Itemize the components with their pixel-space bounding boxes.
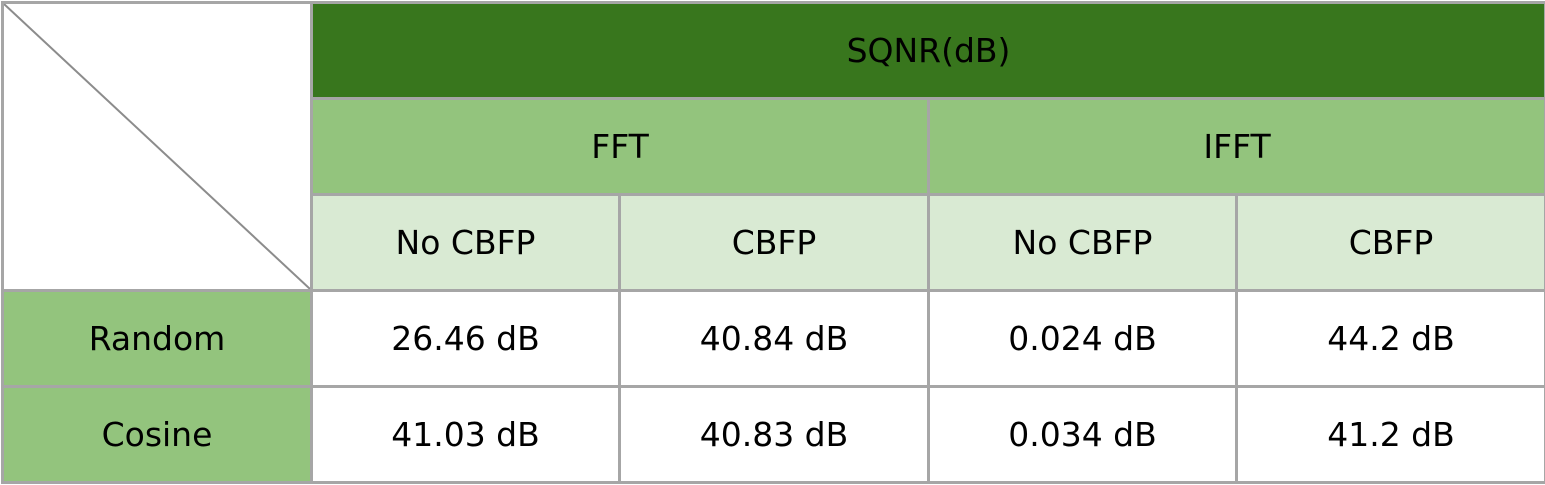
diagonal-divider (4, 4, 310, 289)
group-header-fft: FFT (310, 97, 930, 196)
sub-header-ifft-no-cbfp: No CBFP (927, 193, 1238, 292)
table-cell: 40.84 dB (618, 289, 930, 388)
sub-header-fft-no-cbfp: No CBFP (310, 193, 621, 292)
table-title: SQNR(dB) (310, 1, 1545, 100)
row-header-cosine: Cosine (1, 385, 313, 484)
table-cell: 41.03 dB (310, 385, 621, 484)
header-row-groups: FFT IFFT (3, 97, 1545, 196)
table-row: Random 26.46 dB 40.84 dB 0.024 dB 44.2 d… (1, 289, 1545, 388)
corner-cell (1, 1, 313, 292)
row-header-random: Random (1, 289, 313, 388)
table-cell: 26.46 dB (310, 289, 621, 388)
header-row-subs: No CBFP CBFP No CBFP CBFP (3, 193, 1545, 292)
table-cell: 41.2 dB (1235, 385, 1545, 484)
table-row: Cosine 41.03 dB 40.83 dB 0.034 dB 41.2 d… (1, 385, 1545, 484)
sub-header-ifft-cbfp: CBFP (1235, 193, 1545, 292)
table-cell: 40.83 dB (618, 385, 930, 484)
table-cell: 0.034 dB (927, 385, 1238, 484)
table-cell: 44.2 dB (1235, 289, 1545, 388)
header-row-title: SQNR(dB) (1, 1, 1545, 292)
sub-header-fft-cbfp: CBFP (618, 193, 930, 292)
table-cell: 0.024 dB (927, 289, 1238, 388)
group-header-ifft: IFFT (927, 97, 1545, 196)
